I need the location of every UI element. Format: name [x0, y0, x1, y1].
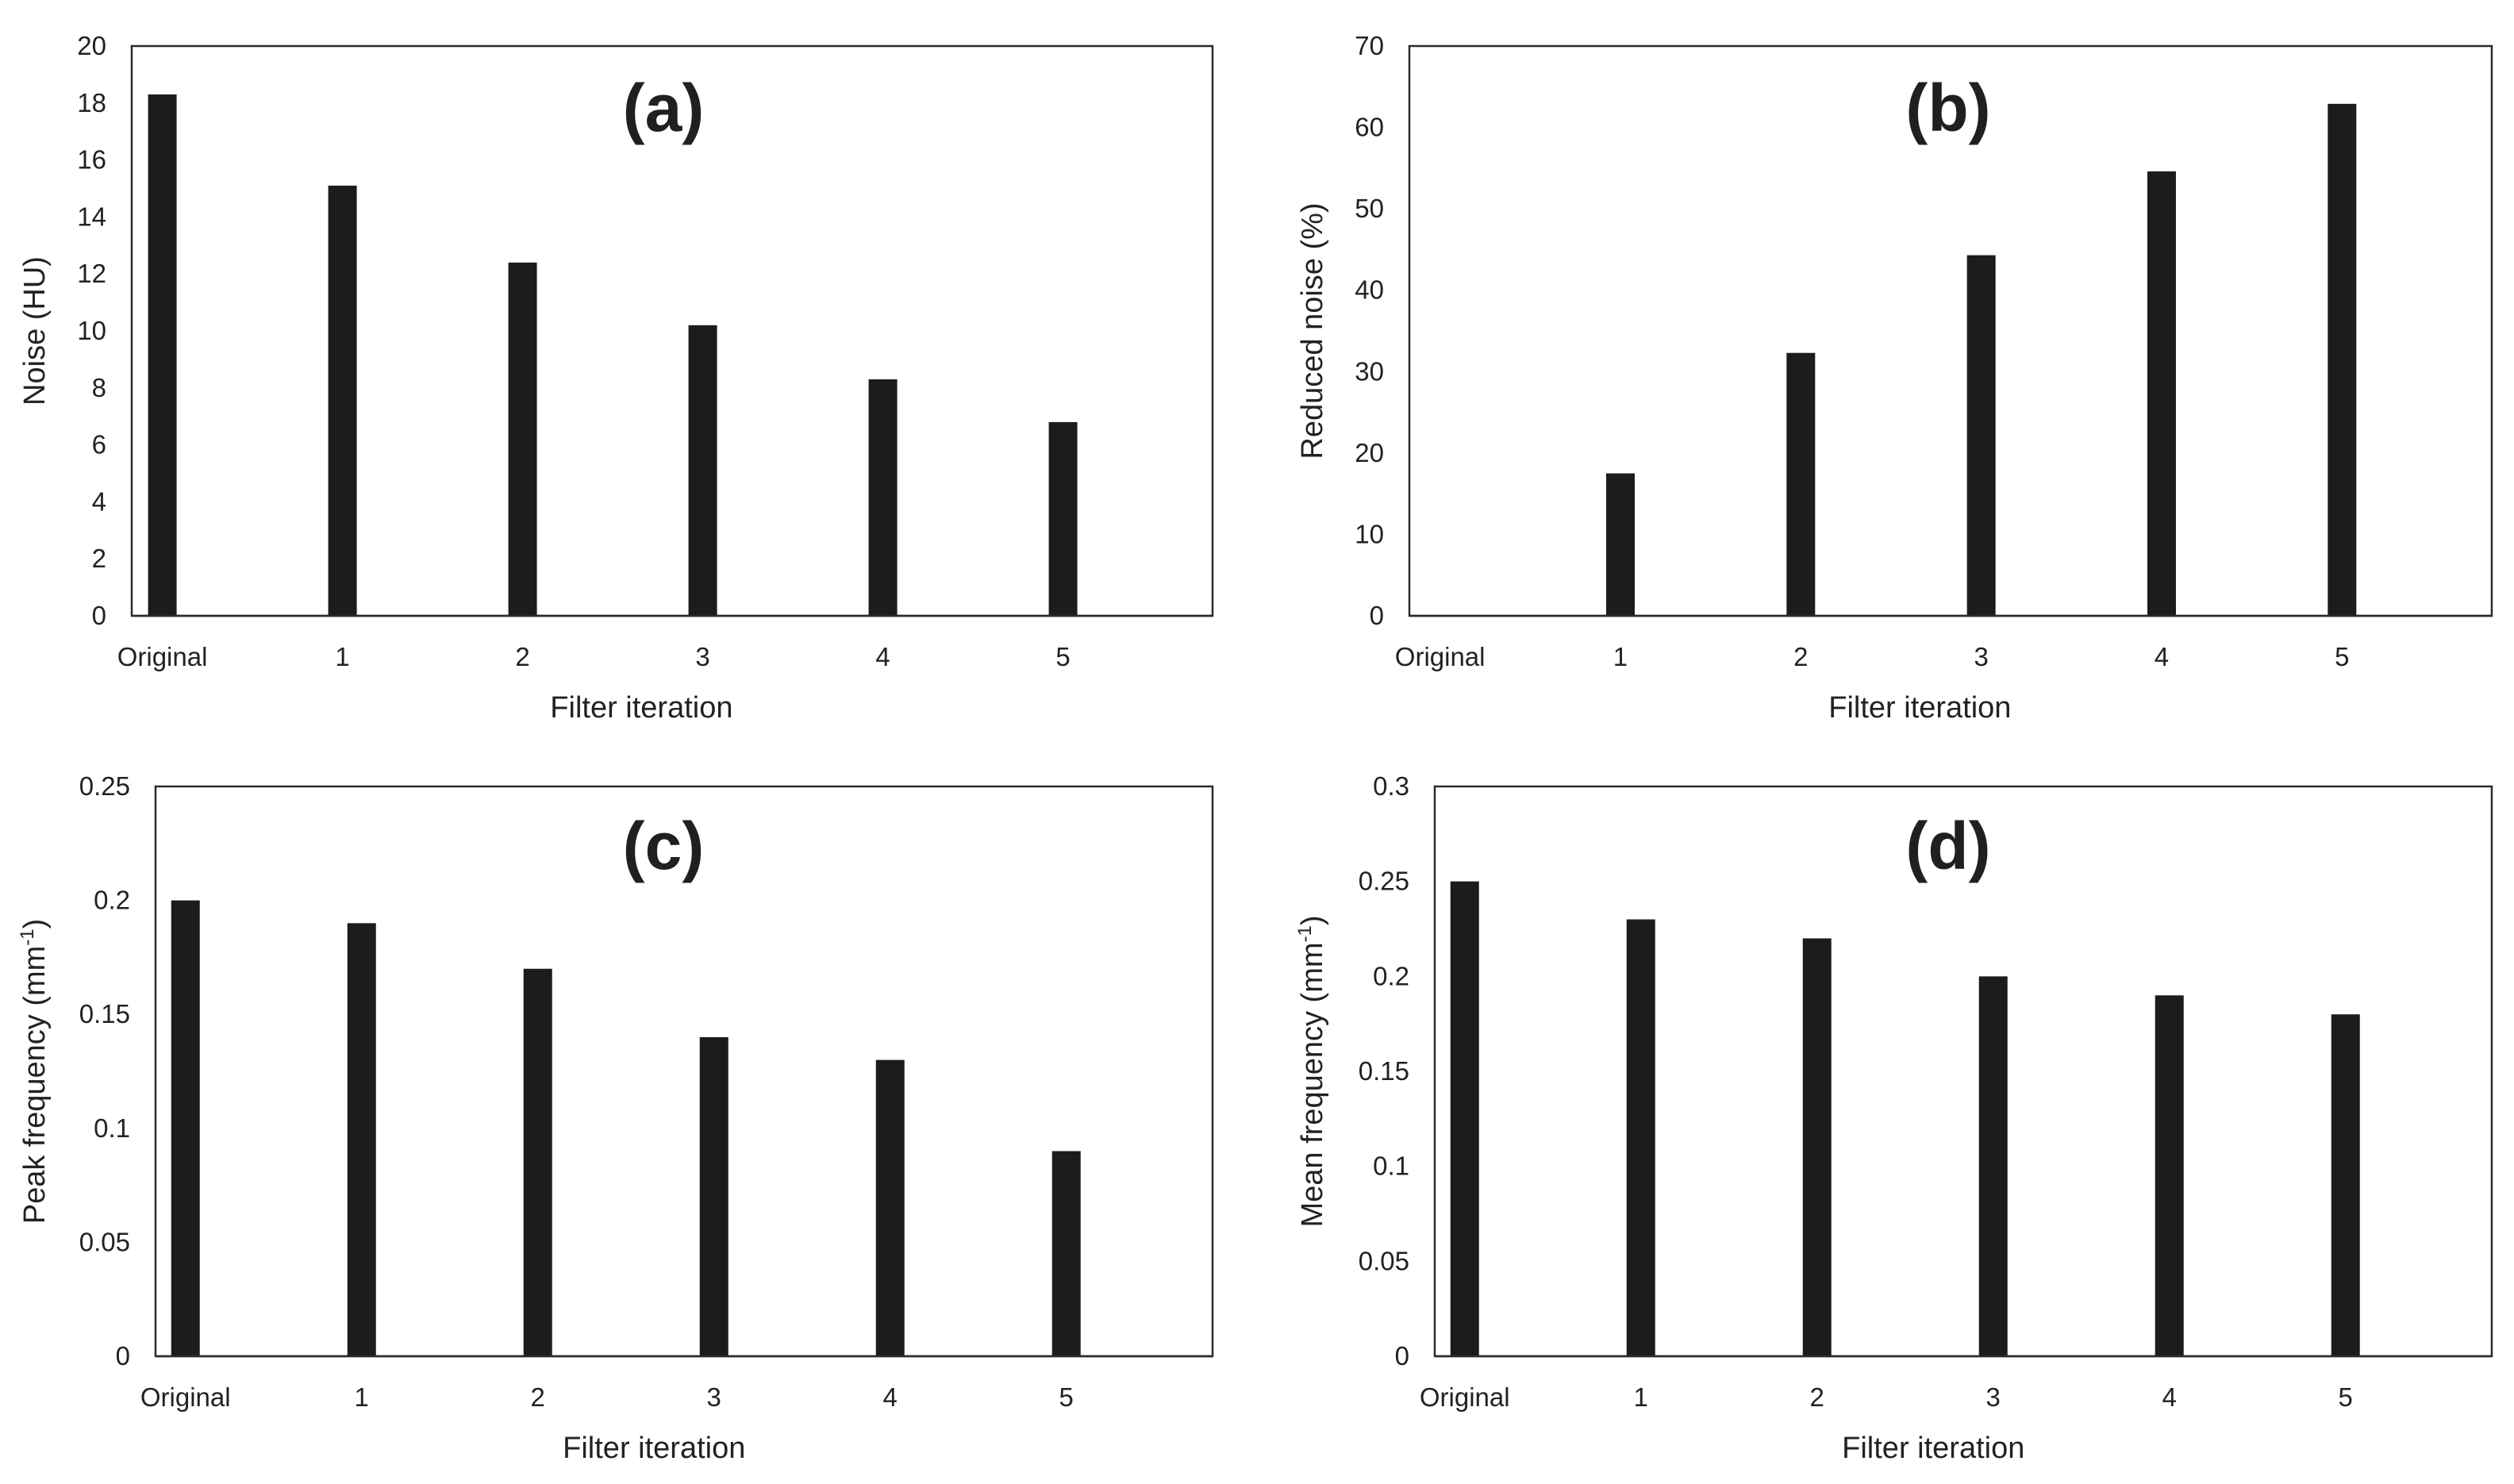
x-tick-label: 1	[1613, 642, 1628, 671]
x-tick-label: 3	[707, 1382, 721, 1412]
x-axis-title: Filter iteration	[563, 1432, 745, 1465]
y-tick-label: 0.15	[79, 999, 130, 1028]
y-axis-title: Mean frequency (mm-1)	[1294, 915, 1329, 1227]
y-tick-label: 70	[1355, 31, 1384, 60]
bar-original	[1450, 881, 1479, 1356]
bar-iteration-1	[328, 185, 357, 616]
chart-panel-2: 0 10 20 30 40 50 60 70 Original 1 2 3 4 5 Filter itera…	[1296, 31, 2493, 725]
x-axis-title: Filter iteration	[1842, 1432, 2024, 1465]
bar-iteration-5	[2328, 103, 2357, 617]
bar-iteration-1	[1605, 473, 1635, 616]
chart-panel-4: 0 0.05 0.1 0.15 0.2 0.25 0.3 Original 1 2 3 4 5 Filte…	[1294, 771, 2493, 1465]
y-axis-title: Peak frequency (mm-1)	[17, 919, 52, 1224]
bar-iteration-5	[2331, 1014, 2360, 1356]
y-tick-label: 2	[92, 544, 106, 573]
x-tick-label: 3	[1974, 642, 1988, 671]
y-tick-label: 10	[1355, 519, 1384, 548]
x-tick-label: 2	[531, 1382, 545, 1412]
x-tick-label: 5	[1055, 642, 1070, 671]
bar-iteration-3	[688, 325, 717, 616]
y-tick-label: 30	[1355, 356, 1384, 386]
x-tick-label: Original	[140, 1382, 231, 1412]
x-tick-label: Original	[117, 642, 208, 671]
panel-label: (d)	[1905, 809, 1990, 883]
bar-iteration-5	[1051, 1151, 1081, 1356]
bar-iteration-4	[2147, 171, 2176, 616]
y-tick-label: 0.3	[1373, 771, 1409, 801]
y-tick-label: 0.25	[1359, 867, 1409, 896]
x-tick-label: 5	[2339, 1382, 2353, 1412]
panel-label: (c)	[623, 809, 705, 883]
y-tick-label: 12	[77, 259, 106, 288]
y-tick-label: 0.1	[1373, 1151, 1409, 1181]
bar-iteration-4	[868, 379, 898, 616]
y-tick-label: 18	[77, 88, 106, 117]
chart-panel-3: 0 0.05 0.1 0.15 0.2 0.25 Original 1 2 3 4 5 Filter i…	[17, 771, 1214, 1465]
x-tick-label: 1	[355, 1382, 369, 1412]
bar-iteration-4	[875, 1059, 905, 1356]
x-axis-title: Filter iteration	[550, 691, 732, 725]
x-tick-label: 1	[1634, 1382, 1648, 1412]
y-tick-label: 0.2	[94, 886, 130, 915]
x-tick-label: 1	[335, 642, 349, 671]
x-tick-label: 2	[515, 642, 529, 671]
bar-iteration-2	[523, 968, 552, 1356]
y-tick-label: 4	[92, 486, 106, 516]
y-tick-label: 0	[1395, 1341, 1409, 1371]
x-tick-label: Original	[1420, 1382, 1510, 1412]
panel-label: (a)	[623, 71, 705, 145]
x-axis-title: Filter iteration	[1828, 691, 2011, 725]
bar-iteration-2	[1786, 352, 1816, 616]
bar-iteration-2	[508, 262, 537, 616]
y-tick-label: 14	[77, 202, 106, 231]
y-tick-label: 50	[1355, 194, 1384, 223]
x-tick-label: 2	[1793, 642, 1808, 671]
y-tick-label: 0.15	[1359, 1056, 1409, 1086]
x-tick-label: 4	[883, 1382, 898, 1412]
bar-iteration-4	[2155, 995, 2184, 1356]
y-tick-label: 0.05	[79, 1227, 130, 1256]
y-tick-label: 20	[1355, 438, 1384, 467]
bar-iteration-3	[1966, 255, 1996, 616]
x-tick-label: 2	[1810, 1382, 1824, 1412]
y-tick-label: 20	[77, 31, 106, 60]
y-tick-label: 0	[116, 1341, 130, 1371]
panel-label: (b)	[1905, 71, 1990, 145]
x-tick-label: 3	[695, 642, 709, 671]
y-tick-label: 60	[1355, 113, 1384, 142]
bar-original	[171, 900, 200, 1356]
x-tick-label: 4	[2162, 1382, 2177, 1412]
bar-iteration-5	[1048, 421, 1078, 616]
y-tick-label: 8	[92, 373, 106, 402]
y-tick-label: 0.2	[1373, 961, 1409, 990]
bar-original	[148, 94, 177, 616]
x-tick-label: 4	[875, 642, 890, 671]
bar-iteration-3	[1978, 976, 2008, 1356]
y-tick-label: 16	[77, 145, 106, 175]
y-tick-label: 0	[92, 601, 106, 630]
x-tick-label: 3	[1986, 1382, 2001, 1412]
y-tick-label: 0.05	[1359, 1246, 1409, 1275]
y-tick-label: 10	[77, 316, 106, 345]
y-tick-label: 6	[92, 430, 106, 459]
y-tick-label: 40	[1355, 275, 1384, 305]
bar-iteration-2	[1802, 938, 1832, 1356]
y-tick-label: 0.25	[79, 771, 130, 801]
bar-iteration-3	[699, 1036, 728, 1356]
y-tick-label: 0	[1370, 601, 1384, 630]
y-tick-label: 0.1	[94, 1113, 130, 1143]
x-tick-label: 5	[2335, 642, 2349, 671]
x-tick-label: 5	[1059, 1382, 1074, 1412]
y-axis-title: Reduced noise (%)	[1296, 202, 1329, 459]
bar-iteration-1	[1626, 919, 1655, 1356]
x-tick-label: Original	[1395, 642, 1486, 671]
bar-iteration-1	[347, 923, 376, 1356]
y-axis-title: Noise (HU)	[18, 256, 52, 406]
x-tick-label: 4	[2155, 642, 2169, 671]
